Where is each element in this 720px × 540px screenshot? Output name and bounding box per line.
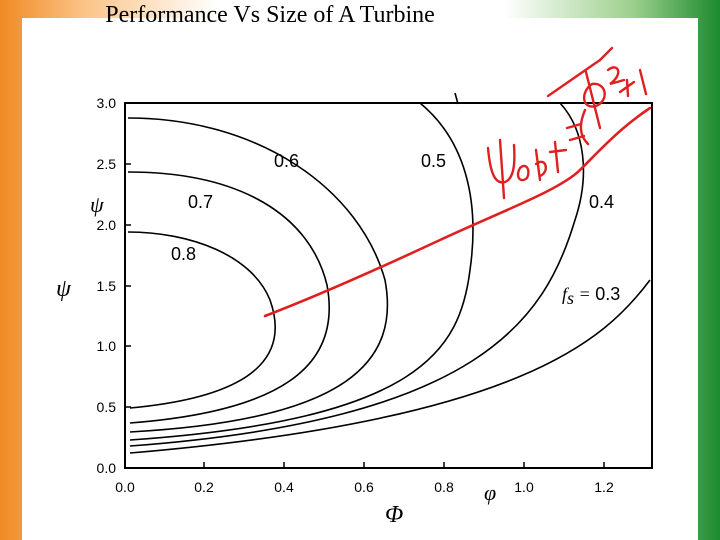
y-tick-label: 0.5: [97, 399, 117, 415]
optimum-line: [263, 106, 652, 318]
slide-title: Performance Vs Size of A Turbine: [105, 2, 435, 28]
contour-top-stub: [454, 92, 459, 105]
contour-0.8: [127, 231, 276, 409]
x-tick-label: 0.0: [115, 479, 135, 495]
x-tick-label: 0.6: [354, 479, 374, 495]
x-tick-label: 0.4: [274, 479, 294, 495]
y-tick-label: 3.0: [97, 95, 117, 111]
psi-axis-symbol-small: ψ: [90, 192, 104, 217]
x-tick-label: 1.0: [514, 479, 534, 495]
contour-0.3: [129, 279, 651, 454]
x-tick-label: 0.8: [434, 479, 454, 495]
y-tick-label: 1.0: [97, 338, 117, 354]
contour-0.6: [127, 117, 389, 433]
phi-axis-symbol-small: φ: [484, 480, 496, 505]
contour-0.7: [127, 171, 331, 424]
contour-label: 0.6: [274, 151, 299, 171]
fs-label: fs = 0.3: [562, 284, 620, 308]
y-tick-label: 0.0: [97, 460, 117, 476]
contour-curves: [127, 92, 651, 454]
x-tick-label: 1.2: [594, 479, 614, 495]
y-tick-label: 2.0: [97, 217, 117, 233]
phi-axis-symbol-large: Φ: [385, 502, 403, 528]
contour-label: 0.5: [421, 151, 446, 171]
contour-label: 0.8: [171, 244, 196, 264]
contour-label: 0.4: [589, 192, 614, 212]
contour-label: 0.7: [188, 192, 213, 212]
x-tick-marks: [124, 462, 605, 468]
y-tick-label: 1.5: [97, 278, 117, 294]
y-tick-label: 2.5: [97, 156, 117, 172]
x-tick-label: 0.2: [194, 479, 214, 495]
contour-0.4: [129, 102, 585, 447]
psi-axis-symbol-large: ψ: [56, 276, 72, 302]
y-tick-marks: [125, 102, 131, 469]
handwritten-formula: [486, 46, 648, 200]
contour-0.5: [129, 102, 474, 441]
